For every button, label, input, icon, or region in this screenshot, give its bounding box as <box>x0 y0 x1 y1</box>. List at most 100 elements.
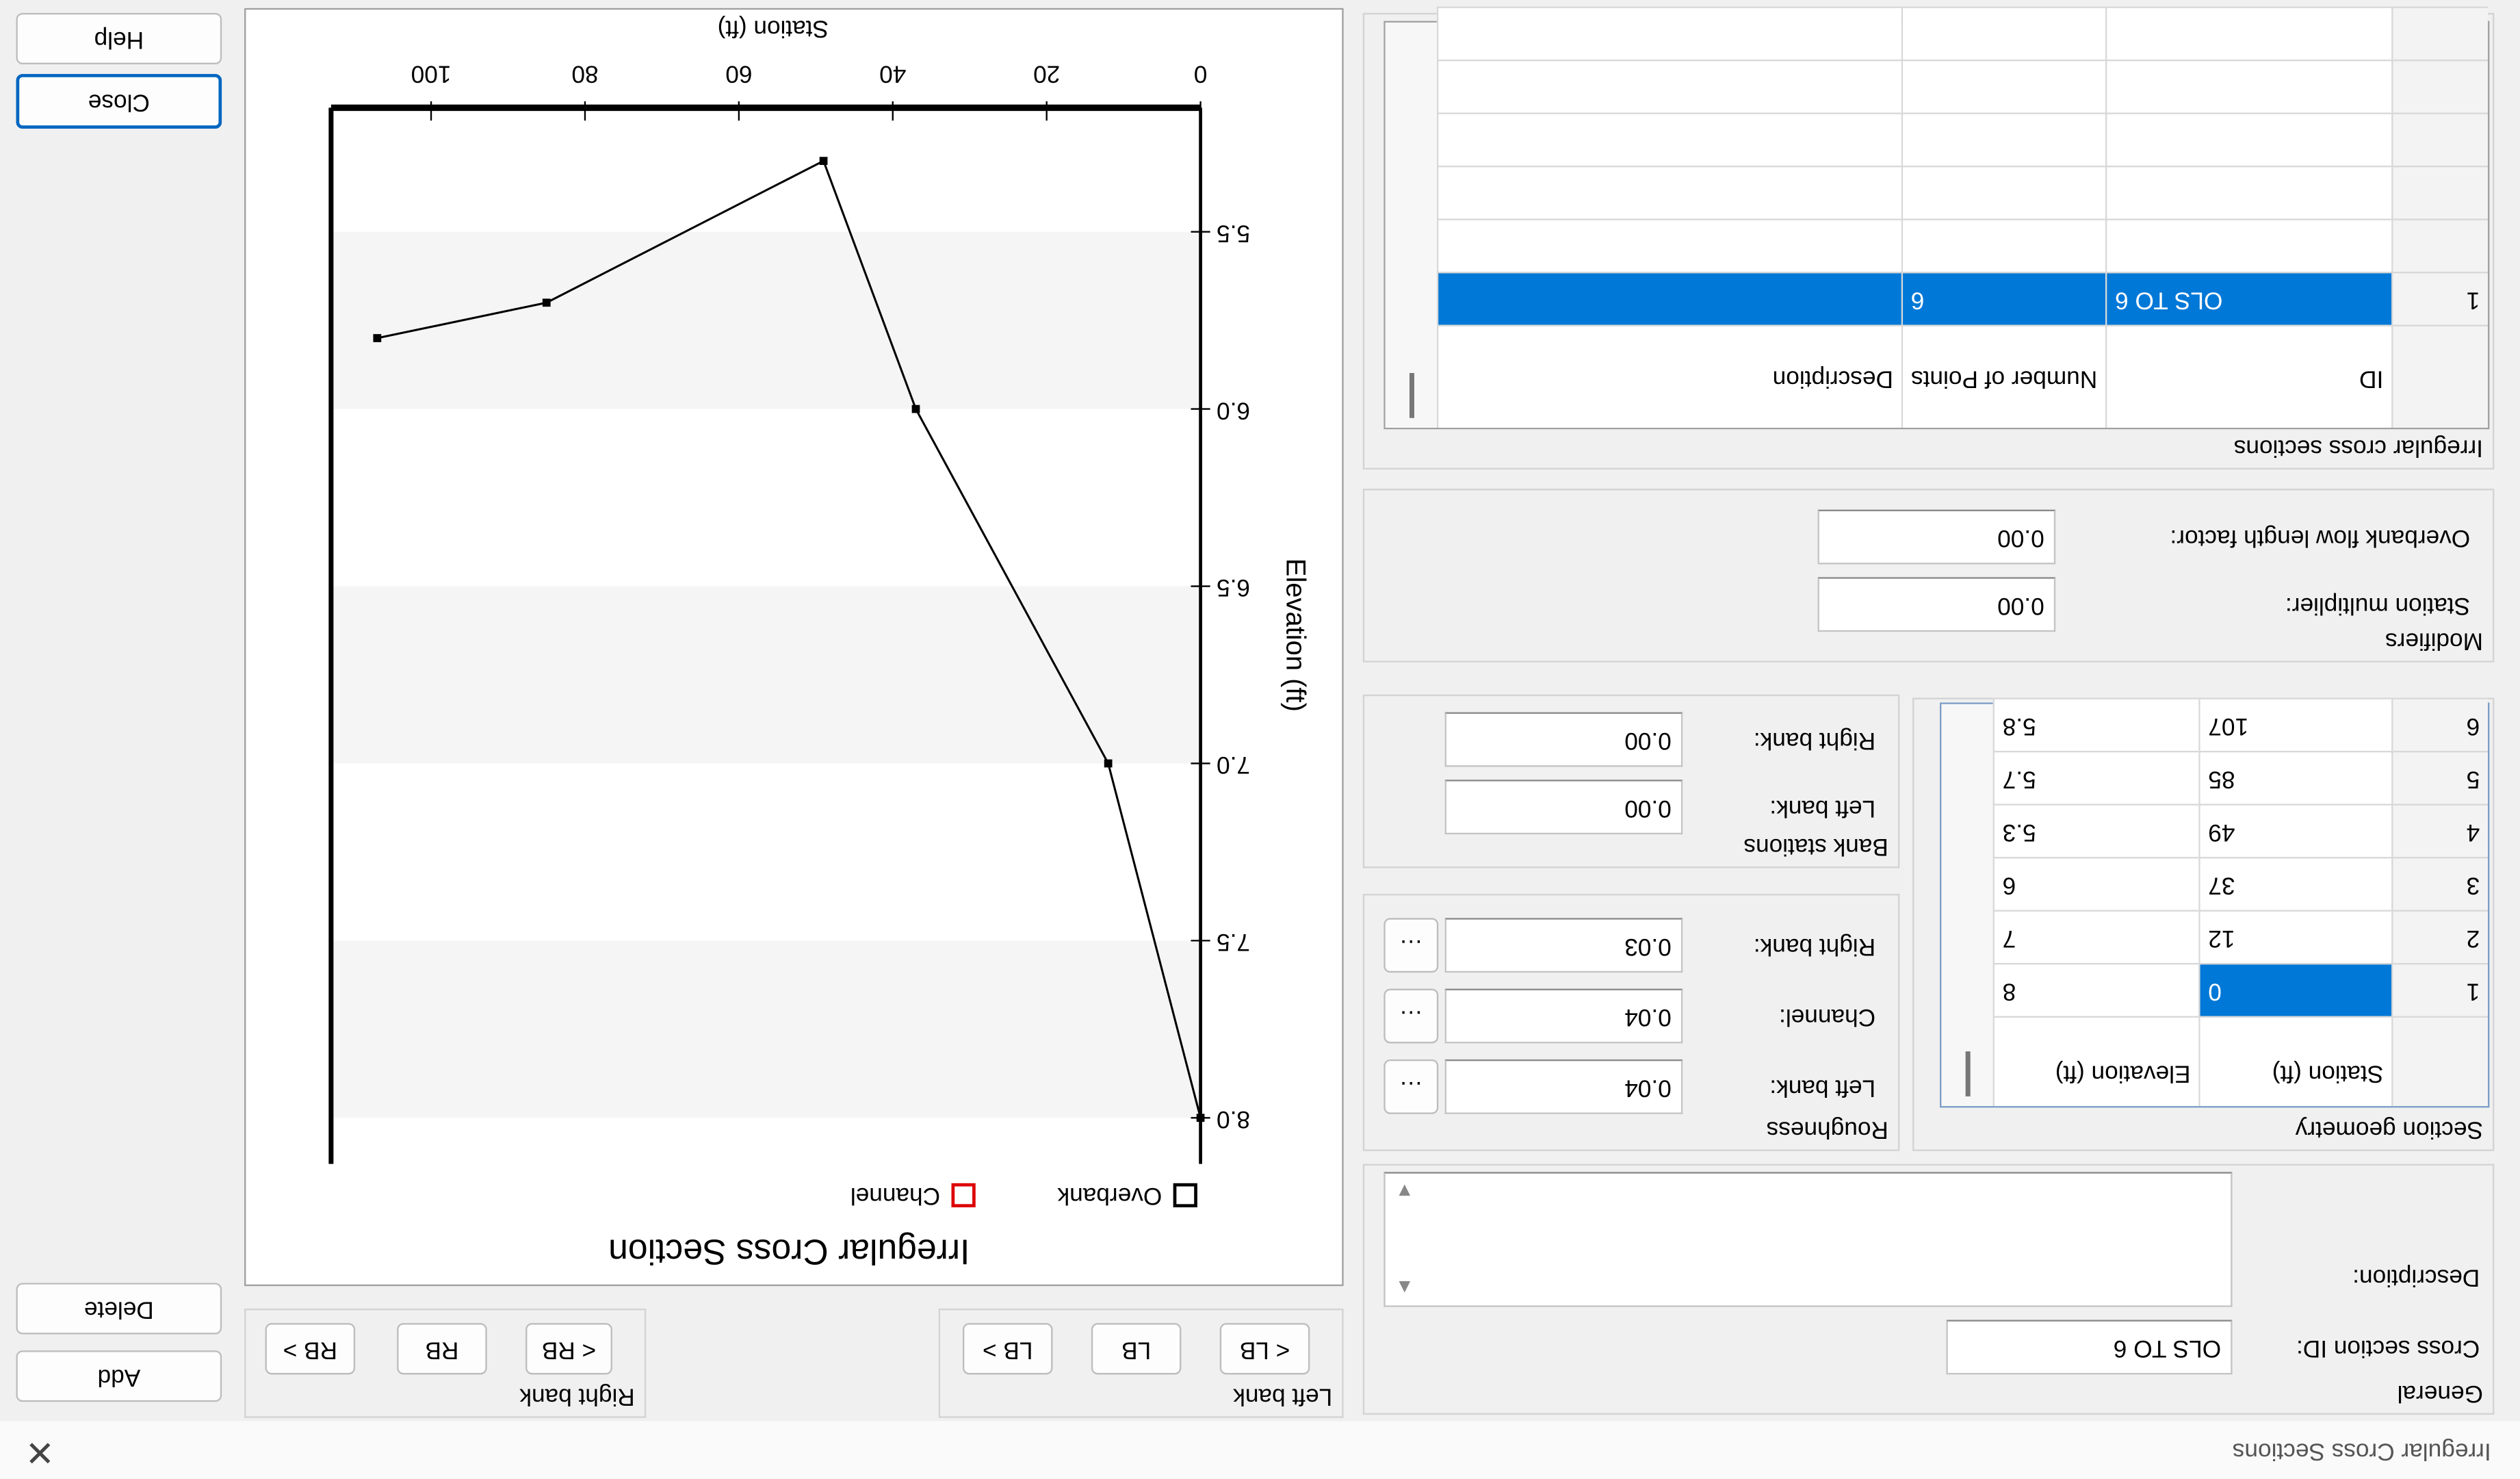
cell <box>1436 6 1901 60</box>
cell <box>1436 272 1901 325</box>
button[interactable]: LB > <box>962 1323 1053 1375</box>
group-label: Section geometry <box>2295 1116 2483 1144</box>
cell <box>1901 218 2105 272</box>
ellipsis-button[interactable]: … <box>1384 988 1439 1044</box>
label: Cross section ID: <box>2296 1334 2480 1362</box>
data-point <box>819 157 828 165</box>
row-header: 5 <box>2391 750 2489 804</box>
cell: 37 <box>2198 856 2392 910</box>
window-title: Irregular Cross Sections <box>2232 1437 2491 1465</box>
scrollbar <box>1941 704 1993 1107</box>
x-tick-label: 0 <box>1194 60 1208 87</box>
y-tick-label: 7.5 <box>1217 929 1250 955</box>
cell <box>1436 59 1901 113</box>
chart-title: Irregular Cross Section <box>608 1232 970 1272</box>
title-bar: Irregular Cross Sections ✕ <box>0 1421 2520 1479</box>
cell: 5.8 <box>1992 697 2199 751</box>
column-header: ID <box>2105 324 2392 428</box>
cross-sections-group: Irregular cross sections ID Number of Poi… <box>1362 6 2495 470</box>
cell <box>2105 165 2392 219</box>
label: Right bank: <box>1753 932 1876 960</box>
cell <box>2105 218 2392 272</box>
cell <box>2391 112 2489 166</box>
data-point <box>542 298 551 307</box>
cell <box>2105 59 2392 113</box>
column-header: Description <box>1436 324 1901 428</box>
x-tick-label: 60 <box>725 60 752 87</box>
scroll-up[interactable]: ▲ <box>1394 1276 1414 1299</box>
y-tick-label: 7.0 <box>1217 751 1250 778</box>
grid-band <box>330 940 1201 1118</box>
button[interactable]: < RB <box>525 1323 612 1375</box>
scroll-thumb <box>1409 372 1414 418</box>
scroll-down[interactable]: ▼ <box>1394 1180 1414 1203</box>
input[interactable]: 0.00 <box>1817 577 2056 632</box>
cell: 49 <box>2198 803 2392 857</box>
button[interactable]: LB <box>1091 1323 1182 1375</box>
cell: 5.3 <box>1992 803 2199 857</box>
grid-band <box>330 586 1201 764</box>
cell <box>1436 112 1901 166</box>
scrollbar <box>1385 22 1437 428</box>
row-header: 1 <box>2391 963 2489 1016</box>
label: Right bank: <box>1753 726 1876 754</box>
column-header: Elevation (ft) <box>1992 1016 2199 1107</box>
input[interactable]: 0.04 <box>1444 1059 1683 1114</box>
label: Channel: <box>1779 1003 1876 1031</box>
button[interactable]: RB > <box>265 1323 356 1375</box>
column-header: Number of Points <box>1901 324 2105 428</box>
legend-swatch <box>1173 1183 1197 1208</box>
id-input[interactable]: OLS TO 6 <box>1946 1320 2233 1375</box>
label: Left bank: <box>1769 1074 1876 1102</box>
cell: 6 <box>1992 856 2199 910</box>
group-label: Irregular cross sections <box>2233 434 2483 462</box>
row-header: 6 <box>2391 697 2489 751</box>
input[interactable]: 0.00 <box>1817 509 2056 565</box>
input[interactable]: 0.04 <box>1444 988 1683 1044</box>
general-group: General Cross section ID: OLS TO 6 Descr… <box>1362 1163 2495 1415</box>
right-bank-group: Right bank < RB RB RB > <box>244 1309 647 1418</box>
button[interactable]: < LB <box>1219 1323 1310 1375</box>
cell: 6 <box>1901 272 2105 325</box>
data-point <box>373 334 382 342</box>
group-label: Left bank <box>1233 1382 1333 1410</box>
x-tick-label: 80 <box>571 60 598 87</box>
row-header: 3 <box>2391 856 2489 910</box>
group-label: Roughness <box>1766 1116 1888 1144</box>
add-button[interactable]: Add <box>16 1350 222 1402</box>
group-label: Right bank <box>519 1382 635 1410</box>
cell: 0 <box>2198 963 2392 1016</box>
group-label: General <box>2397 1379 2483 1407</box>
cell <box>2391 59 2489 113</box>
y-tick-label: 8.0 <box>1217 1106 1250 1133</box>
column-header: Station (ft) <box>2198 1016 2392 1107</box>
description-input[interactable]: ▲ ▼ <box>1384 1172 2233 1307</box>
ellipsis-button[interactable]: … <box>1384 1059 1439 1114</box>
close-button[interactable]: Close <box>16 74 222 129</box>
legend-swatch <box>951 1183 976 1208</box>
delete-button[interactable]: Delete <box>16 1283 222 1335</box>
legend-label: Channel <box>850 1183 940 1209</box>
modifiers-group: Modifiers Station multiplier: 0.00 Overb… <box>1362 489 2495 663</box>
label: Overbank flow length factor: <box>2170 524 2471 552</box>
chart-panel: Irregular Cross Section Elevation (ft) S… <box>244 8 1344 1287</box>
button[interactable]: RB <box>397 1323 487 1375</box>
row-header: 4 <box>2391 803 2489 857</box>
roughness-group: Roughness Left bank: 0.04 … Channel: 0.0… <box>1362 894 1900 1151</box>
help-button[interactable]: Help <box>16 12 222 65</box>
cell <box>1901 59 2105 113</box>
data-point <box>1104 759 1113 768</box>
cell <box>1901 165 2105 219</box>
close-x[interactable]: ✕ <box>25 1432 55 1473</box>
x-tick-label: 100 <box>411 60 452 87</box>
input[interactable]: 0.03 <box>1444 918 1683 973</box>
y-tick-label: 5.5 <box>1217 220 1250 246</box>
ellipsis-button[interactable]: … <box>1384 918 1439 973</box>
cell <box>2391 6 2489 60</box>
input[interactable]: 0.00 <box>1444 780 1683 835</box>
cell: 107 <box>2198 697 2392 751</box>
input[interactable]: 0.00 <box>1444 712 1683 767</box>
x-axis-title: Station (ft) <box>718 16 829 42</box>
y-tick-label: 6.0 <box>1217 397 1250 424</box>
